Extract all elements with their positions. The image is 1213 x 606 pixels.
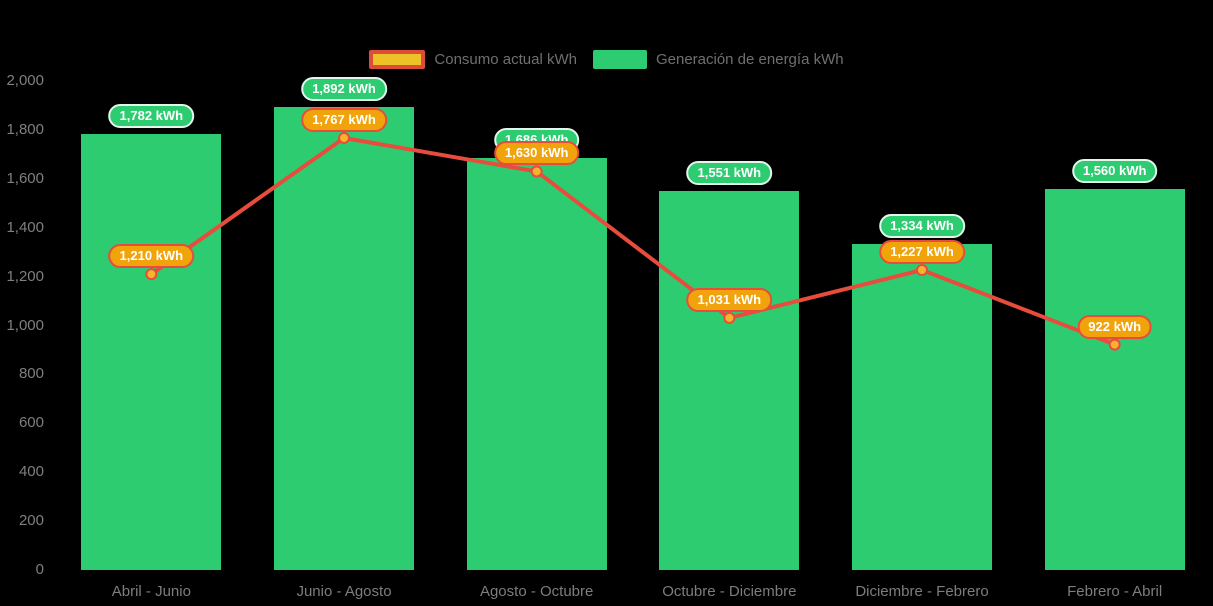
y-axis-tick-label: 1,400 xyxy=(6,218,44,236)
consumption-value-badge: 1,767 kWh xyxy=(301,107,387,132)
generation-value-badge: 1,560 kWh xyxy=(1071,158,1158,183)
line-point-marker[interactable] xyxy=(530,165,543,178)
generation-value-badge: 1,782 kWh xyxy=(108,104,195,129)
y-axis-tick-label: 1,000 xyxy=(6,316,44,334)
line-point-marker[interactable] xyxy=(1108,338,1121,351)
generation-bar[interactable] xyxy=(81,134,222,570)
line-point-marker[interactable] xyxy=(145,268,158,281)
line-point-marker[interactable] xyxy=(338,131,350,144)
line-point-marker[interactable] xyxy=(723,311,736,324)
x-axis-label: Diciembre - Febrero xyxy=(855,583,989,600)
generation-bar[interactable] xyxy=(852,243,992,570)
y-axis-tick-label: 600 xyxy=(18,414,44,432)
legend-label-consumo-actual: Consumo actual kWh xyxy=(434,51,577,68)
consumption-value-badge: 1,210 kWh xyxy=(108,244,195,269)
y-axis-tick-label: 1,600 xyxy=(6,169,44,187)
x-axis-label: Octubre - Diciembre xyxy=(662,583,797,600)
y-axis-tick-label: 1,800 xyxy=(6,120,44,138)
legend-item-consumo-actual[interactable]: Consumo actual kWh xyxy=(369,50,577,69)
chart-legend: Consumo actual kWh Generación de energía… xyxy=(0,50,1213,69)
generation-value-badge: 1,892 kWh xyxy=(301,77,387,102)
generation-bar[interactable] xyxy=(659,190,800,570)
legend-label-generacion-energia: Generación de energía kWh xyxy=(655,51,844,68)
generacion-energia-swatch-icon xyxy=(592,50,647,69)
y-axis-tick-label: 1,200 xyxy=(6,267,44,285)
legend-item-generacion-energia[interactable]: Generación de energía kWh xyxy=(592,50,844,69)
y-axis-tick-label: 0 xyxy=(35,561,44,578)
line-point-marker[interactable] xyxy=(916,263,928,276)
generation-bar[interactable] xyxy=(1044,188,1185,570)
y-axis-tick-label: 800 xyxy=(18,365,44,383)
generation-bar[interactable] xyxy=(466,157,607,570)
consumption-value-badge: 1,630 kWh xyxy=(493,141,580,166)
generation-value-badge: 1,551 kWh xyxy=(686,160,773,185)
x-axis-label: Abril - Junio xyxy=(111,583,191,600)
x-axis-label: Junio - Agosto xyxy=(296,583,392,600)
consumo-actual-swatch-icon xyxy=(369,50,426,69)
x-axis-label: Agosto - Octubre xyxy=(479,583,594,600)
consumption-value-badge: 1,031 kWh xyxy=(686,287,773,312)
consumption-value-badge: 1,227 kWh xyxy=(879,239,965,264)
y-axis-tick-label: 400 xyxy=(18,463,44,481)
y-axis-tick-label: 2,000 xyxy=(6,72,44,89)
consumption-value-badge: 922 kWh xyxy=(1077,314,1153,339)
generation-value-badge: 1,334 kWh xyxy=(879,213,965,238)
generation-bar[interactable] xyxy=(274,107,414,570)
y-axis-tick-label: 200 xyxy=(18,512,44,530)
x-axis-label: Febrero - Abril xyxy=(1067,583,1163,600)
